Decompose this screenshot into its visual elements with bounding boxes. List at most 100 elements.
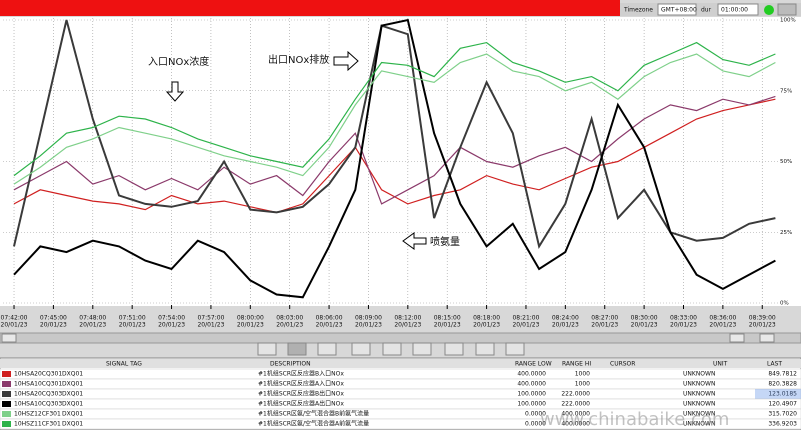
cell: UNKNOWN — [683, 391, 715, 398]
column-header: DESCRIPTION — [270, 361, 311, 368]
x-tick-date: 20/01/23 — [355, 322, 382, 329]
watermark: www.chinabaike.com — [540, 409, 729, 430]
cell: DXQ01 — [62, 411, 83, 418]
cell: 222.0000 — [561, 401, 590, 408]
trend-line — [13, 95, 776, 205]
column-header: CURSOR — [610, 361, 635, 368]
tool-button[interactable] — [412, 342, 432, 356]
trend-line — [13, 41, 776, 177]
x-tick-date: 20/01/23 — [749, 322, 776, 329]
cell: 0.0000 — [525, 421, 546, 428]
scrollbar[interactable] — [0, 332, 801, 344]
column-header: UNIT — [713, 361, 728, 368]
x-tick-label: 08:24:00 — [552, 315, 579, 322]
x-tick-label: 08:36:00 — [709, 315, 736, 322]
status-light — [764, 5, 774, 15]
cell: 222.0000 — [561, 391, 590, 398]
trend-line — [13, 18, 776, 299]
tool-button[interactable] — [317, 342, 337, 356]
x-tick-date: 20/01/23 — [197, 322, 224, 329]
color-swatch — [2, 371, 11, 377]
x-tick-label: 07:42:00 — [1, 315, 28, 322]
tool-button[interactable] — [351, 342, 371, 356]
x-tick-label: 08:09:00 — [355, 315, 382, 322]
color-swatch — [2, 401, 11, 407]
color-swatch — [2, 381, 11, 387]
x-tick-label: 07:51:00 — [119, 315, 146, 322]
y-tick-label: 25% — [780, 230, 792, 236]
dur-label: dur — [701, 7, 712, 14]
scroll-end[interactable] — [759, 333, 775, 343]
signal-tag: 10HSA20CQ303 — [14, 391, 62, 398]
tool-button[interactable] — [475, 342, 495, 356]
annotation: 喷氨量 — [430, 235, 460, 248]
x-tick-label: 08:00:00 — [237, 315, 264, 322]
x-tick-date: 20/01/23 — [40, 322, 67, 329]
signal-tag: 10HSA20CQ301 — [14, 371, 62, 378]
annotation: 入口NOx浓度 — [148, 55, 209, 68]
tool-button[interactable] — [444, 342, 464, 356]
x-tick-label: 08:18:00 — [473, 315, 500, 322]
x-tick-date: 20/01/23 — [512, 322, 539, 329]
x-tick-label: 08:03:00 — [276, 315, 303, 322]
highlight — [755, 389, 801, 399]
table-row — [0, 378, 801, 390]
arrow — [333, 50, 359, 72]
y-tick-label: 100% — [780, 18, 796, 24]
x-tick-label: 08:27:00 — [591, 315, 618, 322]
cell: 336.9203 — [768, 421, 797, 428]
x-tick-date: 20/01/23 — [631, 322, 658, 329]
x-tick-label: 08:30:00 — [631, 315, 658, 322]
annotation: 出口NOx排放 — [268, 53, 329, 66]
scroll-right[interactable] — [729, 333, 745, 343]
x-tick-date: 20/01/23 — [237, 322, 264, 329]
color-swatch — [2, 421, 11, 427]
tool-button[interactable] — [287, 342, 307, 356]
cell: DXQ01 — [62, 391, 83, 398]
x-tick-date: 20/01/23 — [552, 322, 579, 329]
cell: #1机组SCR区氨/空气混合器B前氨气流量 — [258, 410, 369, 418]
timezone-field[interactable] — [657, 3, 697, 16]
color-swatch — [2, 411, 11, 417]
cell: 400.0000 — [561, 411, 590, 418]
cell: 1000 — [575, 381, 590, 388]
column-header: LAST — [767, 361, 782, 368]
color-swatch — [2, 391, 11, 397]
tool-button[interactable] — [505, 342, 525, 356]
arrow — [165, 81, 185, 102]
tool-button[interactable] — [257, 342, 277, 356]
tool-button[interactable] — [382, 342, 402, 356]
table-body: SIGNAL TAG DESCRIPTION RANGE LOW RANGE HI CU… — [0, 359, 801, 430]
arrow — [402, 232, 427, 250]
cell: DXQ01 — [62, 381, 83, 388]
trend-line — [13, 53, 776, 185]
x-tick-label: 07:48:00 — [79, 315, 106, 322]
cell: 820.3828 — [768, 381, 797, 388]
cell: UNKNOWN — [683, 411, 715, 418]
cell: 100.0000 — [517, 391, 546, 398]
column-header: SIGNAL TAG — [106, 361, 142, 368]
scroll-left[interactable] — [1, 333, 17, 343]
cell: 400.0000 — [517, 371, 546, 378]
cell: #1机组SCR区反应器B出口NOx — [258, 390, 344, 398]
cell: UNKNOWN — [683, 421, 715, 428]
signal-tag: 10HSZ12CF301 — [14, 411, 61, 418]
x-tick-label: 08:33:00 — [670, 315, 697, 322]
signal-tag: 10HSA10CQ301 — [14, 381, 62, 388]
x-tick-label: 07:45:00 — [40, 315, 67, 322]
menu-button[interactable] — [777, 3, 797, 16]
cell: UNKNOWN — [683, 381, 715, 388]
dur-field[interactable] — [717, 3, 759, 16]
x-tick-label: 08:21:00 — [512, 315, 539, 322]
x-tick-date: 20/01/23 — [709, 322, 736, 329]
x-tick-label: 08:12:00 — [394, 315, 421, 322]
table-row — [0, 398, 801, 410]
x-tick-date: 20/01/23 — [670, 322, 697, 329]
x-tick-date: 20/01/23 — [394, 322, 421, 329]
table-row — [0, 418, 801, 430]
cell: #1机组SCR区反应器A入口NOx — [258, 380, 344, 388]
cell: 400.0000 — [561, 421, 590, 428]
cell: 123.0185 — [768, 391, 797, 398]
